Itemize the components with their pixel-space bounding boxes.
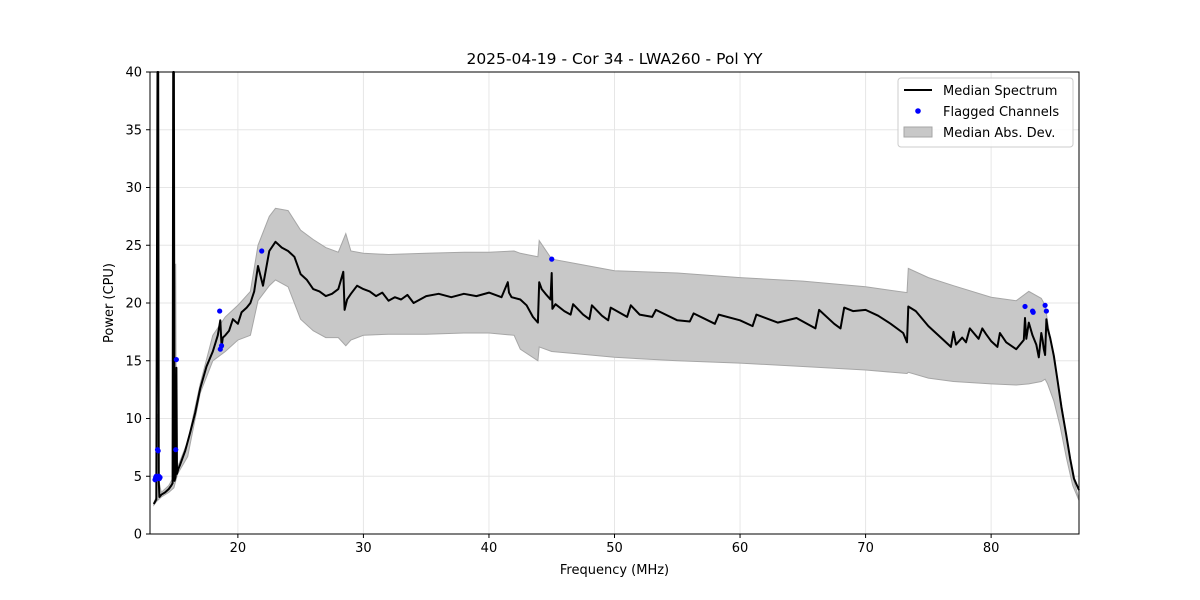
flagged-channel-point — [157, 475, 162, 480]
x-tick-label: 20 — [230, 541, 247, 556]
y-tick-label: 20 — [125, 297, 142, 312]
y-tick-label: 0 — [134, 528, 142, 543]
flagged-channel-point — [219, 343, 224, 348]
x-tick-label: 80 — [983, 541, 1000, 556]
flagged-channel-point — [156, 448, 161, 453]
flagged-channel-point — [1043, 303, 1048, 308]
x-tick-label: 30 — [355, 541, 372, 556]
y-tick-label: 5 — [134, 470, 142, 485]
y-tick-label: 15 — [125, 354, 142, 369]
chart-title: 2025-04-19 - Cor 34 - LWA260 - Pol YY — [466, 50, 763, 68]
x-axis-label: Frequency (MHz) — [560, 563, 669, 578]
legend-median-label: Median Spectrum — [943, 84, 1057, 99]
y-tick-label: 10 — [125, 412, 142, 427]
legend-flagged-label: Flagged Channels — [943, 105, 1059, 120]
flagged-channel-point — [173, 447, 178, 452]
flagged-channel-point — [1044, 308, 1049, 313]
y-axis-label: Power (CPU) — [102, 263, 117, 343]
flagged-channel-point — [174, 357, 179, 362]
x-tick-label: 70 — [857, 541, 874, 556]
flagged-channel-point — [217, 308, 222, 313]
flagged-channel-point — [259, 248, 264, 253]
legend-band-swatch — [904, 127, 932, 137]
y-tick-label: 30 — [125, 181, 142, 196]
y-tick-label: 25 — [125, 239, 142, 254]
legend-flagged-swatch — [915, 108, 921, 114]
y-tick-label: 40 — [125, 66, 142, 81]
flagged-channel-point — [1022, 304, 1027, 309]
legend-band-label: Median Abs. Dev. — [943, 126, 1055, 141]
y-tick-label: 35 — [125, 123, 142, 138]
flagged-channel-point — [549, 257, 554, 262]
flagged-channel-point — [1031, 310, 1036, 315]
legend: Median Spectrum Flagged Channels Median … — [898, 78, 1073, 147]
x-tick-label: 60 — [732, 541, 749, 556]
x-tick-label: 50 — [606, 541, 623, 556]
x-tick-label: 40 — [481, 541, 498, 556]
